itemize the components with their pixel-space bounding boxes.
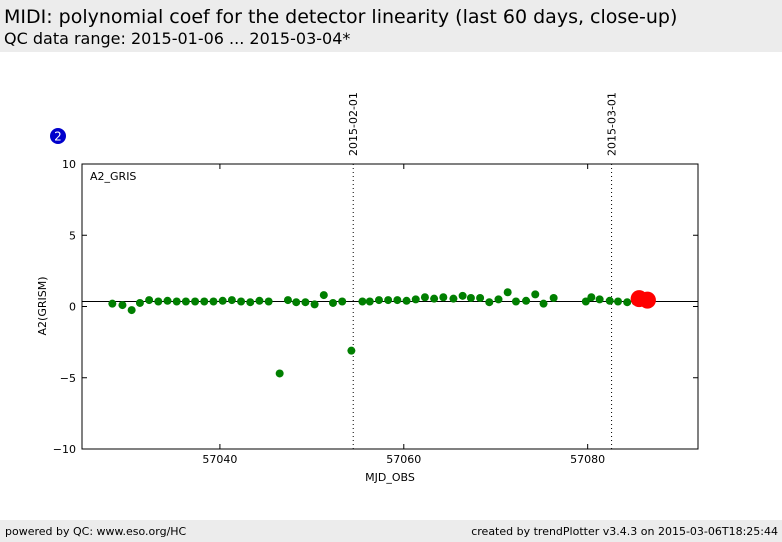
data-point <box>283 296 292 305</box>
x-tick-label: 57060 <box>386 453 421 466</box>
data-point <box>310 300 319 309</box>
y-tick-label: 10 <box>62 158 76 171</box>
data-point <box>531 290 540 299</box>
data-point <box>209 297 218 306</box>
data-point <box>328 298 337 307</box>
data-point <box>135 298 144 307</box>
latest-data-point <box>638 291 656 309</box>
data-point <box>623 298 632 307</box>
page-badge: 2 <box>50 128 66 144</box>
data-point <box>154 297 163 306</box>
data-point <box>227 296 236 305</box>
data-point <box>581 297 590 306</box>
data-point <box>449 294 458 303</box>
data-point <box>172 297 181 306</box>
data-point <box>595 295 604 304</box>
data-point <box>127 306 136 315</box>
data-point <box>587 293 596 302</box>
data-point <box>218 296 227 305</box>
data-point <box>108 299 117 308</box>
data-point <box>237 297 246 306</box>
data-point <box>275 369 284 378</box>
data-point <box>539 299 548 308</box>
plot-frame <box>81 163 699 450</box>
data-point <box>549 293 558 302</box>
data-point <box>358 297 367 306</box>
date-marker-label: 2015-03-01 <box>606 92 619 156</box>
data-point <box>466 293 475 302</box>
data-point <box>347 346 356 355</box>
data-point <box>365 297 374 306</box>
data-point <box>145 296 154 305</box>
data-point <box>191 297 200 306</box>
data-point <box>420 293 429 302</box>
badge-label: 2 <box>54 130 62 144</box>
data-point <box>485 298 494 307</box>
footer-credit: powered by QC: www.eso.org/HC <box>5 525 187 538</box>
data-point <box>605 296 614 305</box>
data-point <box>292 298 301 307</box>
x-tick-label: 57040 <box>202 453 237 466</box>
data-point <box>118 301 127 310</box>
date-marker-label: 2015-02-01 <box>347 92 360 156</box>
panel-label: A2_GRIS <box>90 170 136 183</box>
data-point <box>384 296 393 305</box>
data-point <box>264 297 273 306</box>
data-point <box>402 296 411 305</box>
data-point <box>338 297 347 306</box>
y-tick-label: −5 <box>60 372 76 385</box>
data-point <box>393 296 402 305</box>
y-tick-label: 0 <box>69 301 76 314</box>
data-point <box>255 296 264 305</box>
data-point <box>511 297 520 306</box>
data-point <box>411 295 420 304</box>
data-point <box>458 291 467 300</box>
header-bar: MIDI: polynomial coef for the detector l… <box>0 0 782 52</box>
data-point <box>430 294 439 303</box>
data-point <box>181 297 190 306</box>
page-title: MIDI: polynomial coef for the detector l… <box>4 6 678 28</box>
data-point <box>163 296 172 305</box>
footer-bar: powered by QC: www.eso.org/HC created by… <box>0 520 782 542</box>
data-point <box>301 298 310 307</box>
data-point <box>246 298 255 307</box>
data-point <box>200 297 209 306</box>
x-tick-label: 57080 <box>570 453 605 466</box>
data-point <box>494 295 503 304</box>
y-tick-label: 5 <box>69 229 76 242</box>
data-point <box>614 297 623 306</box>
data-point <box>374 296 383 305</box>
data-point <box>439 293 448 302</box>
y-axis-label: A2(GRISM) <box>36 277 49 336</box>
x-axis-label: MJD_OBS <box>365 471 415 484</box>
badge-circle <box>50 128 66 144</box>
y-tick-label: −10 <box>53 443 76 456</box>
data-point <box>476 293 485 302</box>
footer-timestamp: created by trendPlotter v3.4.3 on 2015-0… <box>471 525 778 538</box>
data-point <box>503 288 512 297</box>
page-subtitle: QC data range: 2015-01-06 ... 2015-03-04… <box>4 29 351 48</box>
data-point <box>522 296 531 305</box>
data-point <box>319 291 328 300</box>
